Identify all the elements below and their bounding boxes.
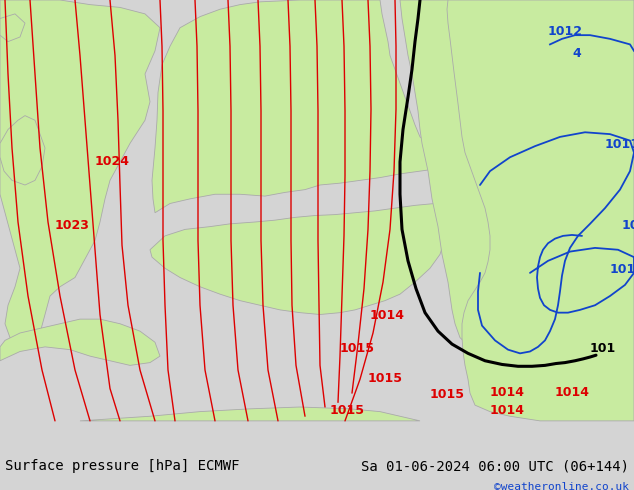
Polygon shape	[80, 407, 420, 421]
Text: ©weatheronline.co.uk: ©weatheronline.co.uk	[494, 482, 629, 490]
Text: 1011: 1011	[622, 220, 634, 232]
Text: 1015: 1015	[340, 342, 375, 354]
Text: 1014: 1014	[370, 309, 405, 322]
Text: 1012: 1012	[548, 25, 583, 38]
Text: 1015: 1015	[430, 388, 465, 401]
Text: 1014: 1014	[490, 404, 525, 417]
Polygon shape	[0, 116, 45, 185]
Text: 1014: 1014	[555, 386, 590, 399]
Polygon shape	[150, 199, 450, 315]
Text: 1015: 1015	[368, 372, 403, 385]
Text: 1015: 1015	[330, 404, 365, 417]
Polygon shape	[0, 319, 160, 366]
Polygon shape	[447, 0, 634, 421]
Text: 1023: 1023	[55, 220, 90, 232]
Polygon shape	[0, 14, 25, 42]
Text: 1024: 1024	[95, 155, 130, 168]
Text: 4: 4	[572, 48, 581, 60]
Text: 1012: 1012	[610, 263, 634, 276]
Text: 101: 101	[590, 342, 616, 354]
Text: Surface pressure [hPa] ECMWF: Surface pressure [hPa] ECMWF	[5, 459, 240, 473]
Text: 1011: 1011	[605, 138, 634, 151]
Text: Sa 01-06-2024 06:00 UTC (06+144): Sa 01-06-2024 06:00 UTC (06+144)	[361, 459, 629, 473]
Text: 1014: 1014	[490, 386, 525, 399]
Polygon shape	[0, 0, 160, 347]
Polygon shape	[152, 0, 445, 213]
Polygon shape	[400, 0, 548, 351]
